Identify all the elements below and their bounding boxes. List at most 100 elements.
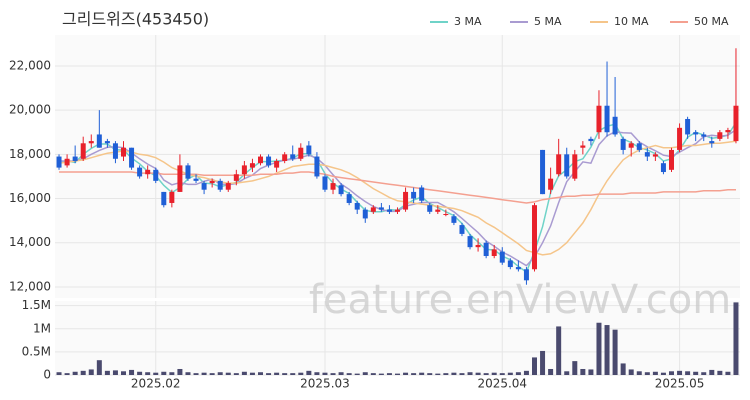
volume-bar bbox=[467, 372, 473, 375]
volume-tick-label: 1M bbox=[33, 321, 51, 335]
volume-bar bbox=[564, 371, 570, 375]
volume-bar bbox=[523, 370, 529, 375]
volume-bar bbox=[129, 369, 135, 375]
volume-bar bbox=[685, 371, 691, 375]
candle-body bbox=[636, 143, 642, 150]
candle-body bbox=[733, 105, 739, 142]
volume-bar bbox=[274, 372, 280, 375]
volume-bar bbox=[354, 373, 360, 375]
volume-bar bbox=[499, 373, 505, 375]
volume-bar bbox=[322, 372, 328, 375]
volume-bar bbox=[572, 361, 578, 375]
volume-bar bbox=[346, 373, 352, 375]
volume-bar bbox=[56, 372, 62, 375]
candle-body bbox=[209, 180, 215, 184]
candle-body bbox=[459, 225, 465, 234]
volume-bar bbox=[725, 371, 731, 375]
candle-body bbox=[612, 116, 618, 135]
candle-body bbox=[507, 260, 513, 268]
candle-body bbox=[346, 194, 352, 203]
candle-body bbox=[403, 191, 409, 210]
volume-bar bbox=[532, 357, 537, 375]
candle-body bbox=[523, 269, 529, 281]
volume-bar bbox=[411, 373, 417, 375]
volume-bar bbox=[233, 373, 239, 375]
candle-body bbox=[386, 209, 392, 212]
y-tick-label: 22,000 bbox=[9, 58, 51, 72]
volume-bar bbox=[548, 368, 554, 375]
volume-bar bbox=[104, 370, 110, 375]
volume-bar bbox=[96, 360, 102, 375]
candle-body bbox=[282, 154, 288, 161]
candle-body bbox=[532, 205, 537, 270]
candle-body bbox=[233, 174, 239, 181]
candle-body bbox=[322, 176, 328, 190]
y-tick-label: 18,000 bbox=[9, 147, 51, 161]
price-panel bbox=[55, 35, 740, 298]
candle-body bbox=[677, 127, 683, 150]
volume-bar bbox=[177, 368, 183, 375]
candle-body bbox=[378, 207, 384, 210]
volume-bar bbox=[112, 370, 118, 375]
volume-bar bbox=[556, 326, 562, 375]
candle-body bbox=[185, 165, 191, 179]
candle-body bbox=[475, 244, 481, 248]
candle-body bbox=[249, 163, 255, 168]
x-tick-label: 2025.05 bbox=[655, 377, 705, 391]
candle-body bbox=[419, 187, 425, 201]
candle-body bbox=[685, 118, 691, 135]
x-tick-label: 2025.04 bbox=[477, 377, 527, 391]
volume-bar bbox=[443, 373, 449, 375]
volume-bar bbox=[386, 373, 392, 375]
volume-bar bbox=[451, 372, 457, 375]
y-tick-label: 14,000 bbox=[9, 235, 51, 249]
volume-bar bbox=[612, 329, 618, 375]
candle-body bbox=[88, 141, 94, 144]
candle-body bbox=[56, 156, 62, 168]
volume-bar bbox=[620, 363, 626, 375]
candle-body bbox=[169, 191, 175, 203]
volume-bar bbox=[419, 372, 425, 375]
volume-tick-label: 0.5M bbox=[22, 344, 51, 358]
candle-body bbox=[80, 143, 86, 159]
volume-bar bbox=[652, 371, 658, 375]
volume-bar bbox=[427, 373, 433, 375]
candle-body bbox=[435, 209, 441, 212]
candle-body bbox=[411, 191, 417, 199]
legend-label: 5 MA bbox=[534, 15, 562, 28]
candle-body bbox=[620, 138, 626, 150]
candle-body bbox=[177, 165, 183, 192]
volume-bar bbox=[483, 373, 489, 375]
volume-bar bbox=[709, 369, 715, 375]
candle-body bbox=[580, 145, 586, 148]
candle-body bbox=[395, 209, 400, 212]
candle-body bbox=[112, 143, 118, 159]
volume-bar bbox=[193, 373, 199, 375]
candle-body bbox=[225, 183, 231, 190]
volume-bar bbox=[225, 372, 231, 375]
volume-bar bbox=[72, 371, 78, 375]
volume-bar bbox=[378, 373, 384, 375]
volume-bar bbox=[80, 370, 86, 375]
candle-body bbox=[483, 242, 489, 257]
volume-bar bbox=[660, 372, 666, 375]
volume-bar bbox=[677, 370, 683, 375]
volume-bar bbox=[362, 372, 368, 375]
volume-bar bbox=[249, 372, 255, 375]
candle-body bbox=[306, 145, 312, 155]
volume-bar bbox=[153, 372, 159, 375]
volume-bar bbox=[290, 373, 296, 375]
candle-body bbox=[314, 156, 320, 177]
volume-bar bbox=[596, 322, 602, 375]
volume-bar bbox=[161, 371, 167, 375]
candle-body bbox=[193, 178, 199, 181]
candle-body bbox=[491, 249, 497, 257]
y-tick-label: 12,000 bbox=[9, 279, 51, 293]
candle-body bbox=[338, 185, 344, 195]
candle-body bbox=[693, 132, 699, 135]
volume-bar bbox=[475, 372, 481, 375]
volume-bar bbox=[459, 373, 465, 375]
volume-bar bbox=[209, 373, 215, 375]
candle-body bbox=[427, 205, 433, 212]
